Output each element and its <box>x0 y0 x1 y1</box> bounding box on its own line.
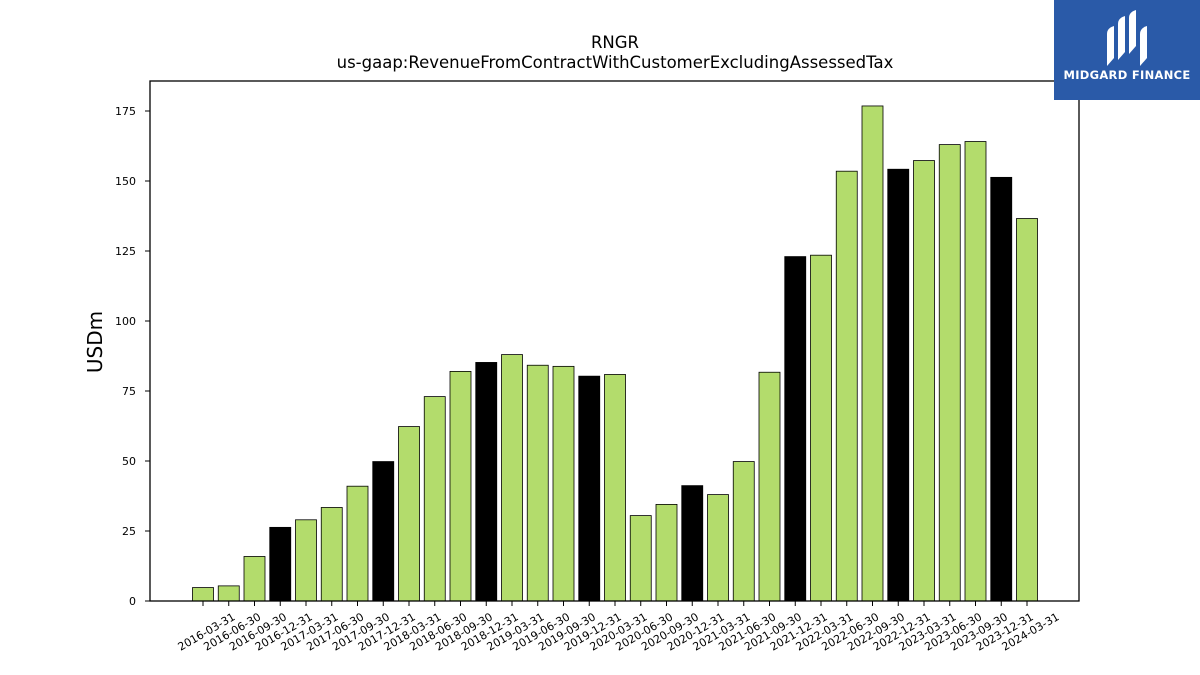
bar-2017-12-31 <box>372 461 395 602</box>
bar-2023-09-30 <box>964 141 987 602</box>
bar-2021-09-30 <box>758 371 781 602</box>
chart-title: RNGR <box>591 33 639 52</box>
bar-2019-03-31 <box>501 354 523 602</box>
bar-2022-06-30 <box>835 170 858 602</box>
bar-2024-03-31 <box>1016 218 1038 602</box>
bar-2023-06-30 <box>938 144 961 602</box>
y-tick-label: 0 <box>129 595 136 608</box>
bar-2018-03-31 <box>398 426 420 602</box>
brand-logo: MIDGARD FINANCE <box>1054 0 1200 100</box>
y-tick-label: 75 <box>122 385 136 398</box>
bar-2021-06-30 <box>732 461 755 602</box>
bar-2018-06-30 <box>423 396 446 602</box>
y-tick-label: 25 <box>122 525 136 538</box>
y-tick-label: 100 <box>115 315 136 328</box>
bar-2019-09-30 <box>552 365 575 602</box>
midgard-logo-icon <box>1107 10 1147 66</box>
bar-2017-03-31 <box>295 519 317 602</box>
brand-name: MIDGARD FINANCE <box>1063 68 1191 82</box>
bar-2017-06-30 <box>320 507 343 602</box>
bar-2022-09-30 <box>861 105 884 602</box>
bar-2016-12-31 <box>269 526 292 602</box>
bar-2021-03-31 <box>707 494 729 602</box>
y-axis-label: USDm <box>83 311 107 373</box>
bar-2017-09-30 <box>346 485 369 602</box>
x-axis-ticks: 2016-03-312016-06-302016-09-302016-12-31… <box>176 601 1062 654</box>
bar-2023-03-31 <box>913 160 935 602</box>
plot-frame <box>149 80 1080 602</box>
bar-2018-12-31 <box>475 362 498 602</box>
bar-2020-09-30 <box>655 503 678 602</box>
bar-2021-12-31 <box>784 256 807 602</box>
y-tick-label: 50 <box>122 455 136 468</box>
bar-2016-06-30 <box>217 585 240 602</box>
bar-2018-09-30 <box>449 370 472 602</box>
bar-2022-03-31 <box>810 254 832 602</box>
bar-2016-09-30 <box>243 556 266 602</box>
bar-2020-06-30 <box>629 515 652 602</box>
y-tick-label: 150 <box>115 175 136 188</box>
bar-2022-12-31 <box>887 168 910 602</box>
bar-2016-03-31 <box>192 587 214 602</box>
bar-2019-06-30 <box>526 364 549 602</box>
y-axis-ticks: 0 25 50 75 100 125 150 175 <box>115 105 150 608</box>
bar-2019-12-31 <box>578 375 601 602</box>
bars-layer <box>192 105 1038 602</box>
y-tick-label: 125 <box>115 245 136 258</box>
bar-2023-12-31 <box>990 176 1013 602</box>
chart-subtitle: us-gaap:RevenueFromContractWithCustomerE… <box>337 53 894 72</box>
y-tick-label: 175 <box>115 105 136 118</box>
bar-2020-12-31 <box>681 485 704 602</box>
bar-2020-03-31 <box>604 374 626 602</box>
